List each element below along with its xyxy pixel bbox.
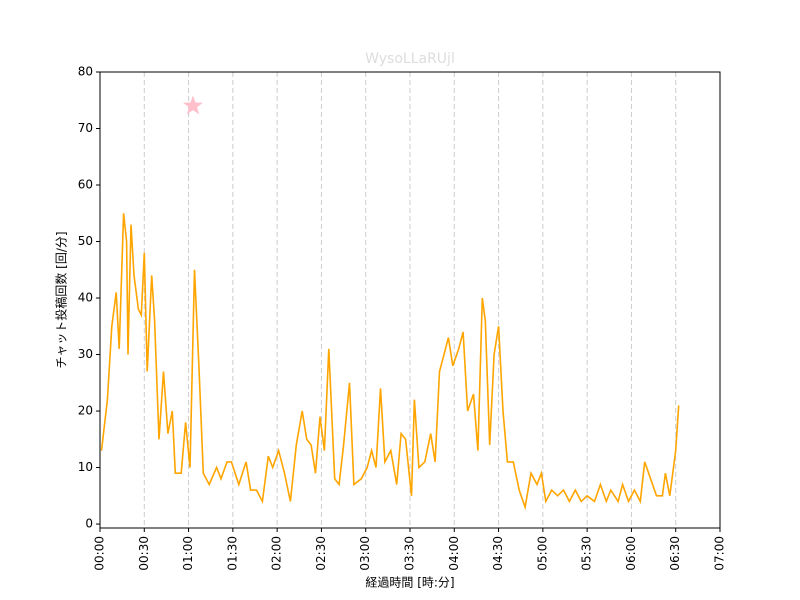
x-tick-label: 04:30 [491, 536, 505, 571]
y-tick-label: 0 [85, 517, 93, 531]
plot-frame [99, 71, 721, 529]
y-tick-label: 50 [78, 234, 93, 248]
x-tick-label: 00:30 [137, 536, 151, 571]
x-tick-label: 02:30 [314, 536, 328, 571]
x-tick-label: 02:00 [270, 536, 284, 571]
y-tick-label: 60 [78, 178, 93, 192]
x-tick-label: 06:30 [668, 536, 682, 571]
line-series [100, 213, 680, 511]
x-tick-label: 06:00 [624, 536, 638, 571]
x-tick-label: 01:00 [181, 536, 195, 571]
chart-title: WysoLLaRUjl [365, 51, 455, 67]
x-tick-label: 04:00 [447, 536, 461, 571]
x-tick-label: 00:00 [93, 536, 107, 571]
x-tick-label: 01:30 [225, 536, 239, 571]
y-tick-label: 80 [78, 65, 93, 79]
highlight-star [183, 95, 203, 115]
x-tick-label: 03:00 [358, 536, 372, 571]
x-axis-label: 経過時間 [時:分] [365, 576, 454, 590]
x-tick-label: 03:30 [403, 536, 417, 571]
x-tick-label: 05:00 [535, 536, 549, 571]
y-tick-label: 30 [78, 347, 93, 361]
y-tick-label: 20 [78, 404, 93, 418]
x-tick-label: 07:00 [713, 536, 727, 571]
y-axis-label: チャット投稿回数 [回/分] [54, 231, 69, 368]
y-tick-label: 40 [78, 291, 93, 305]
x-tick-label: 05:30 [580, 536, 594, 571]
y-tick-label: 70 [78, 121, 93, 135]
y-tick-label: 10 [78, 460, 93, 474]
